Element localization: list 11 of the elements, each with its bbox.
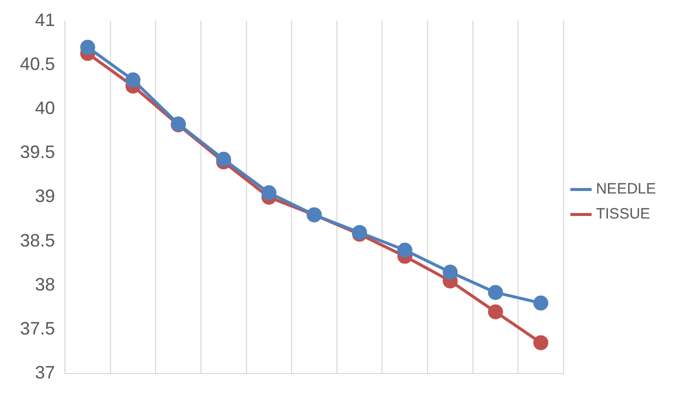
y-tick-label: 40.5 <box>20 54 56 74</box>
y-tick-label: 41 <box>35 10 56 30</box>
y-tick-label: 39.5 <box>20 142 56 162</box>
y-tick-label: 38.5 <box>20 230 56 250</box>
y-tick-label: 39 <box>35 186 56 206</box>
legend-label: TISSUE <box>596 206 650 223</box>
legend-label: NEEDLE <box>596 180 656 198</box>
y-tick-label: 37 <box>35 362 56 383</box>
y-tick-label: 40 <box>35 98 56 118</box>
y-tick-label: 37.5 <box>20 318 56 338</box>
y-tick-label: 38 <box>35 274 56 294</box>
